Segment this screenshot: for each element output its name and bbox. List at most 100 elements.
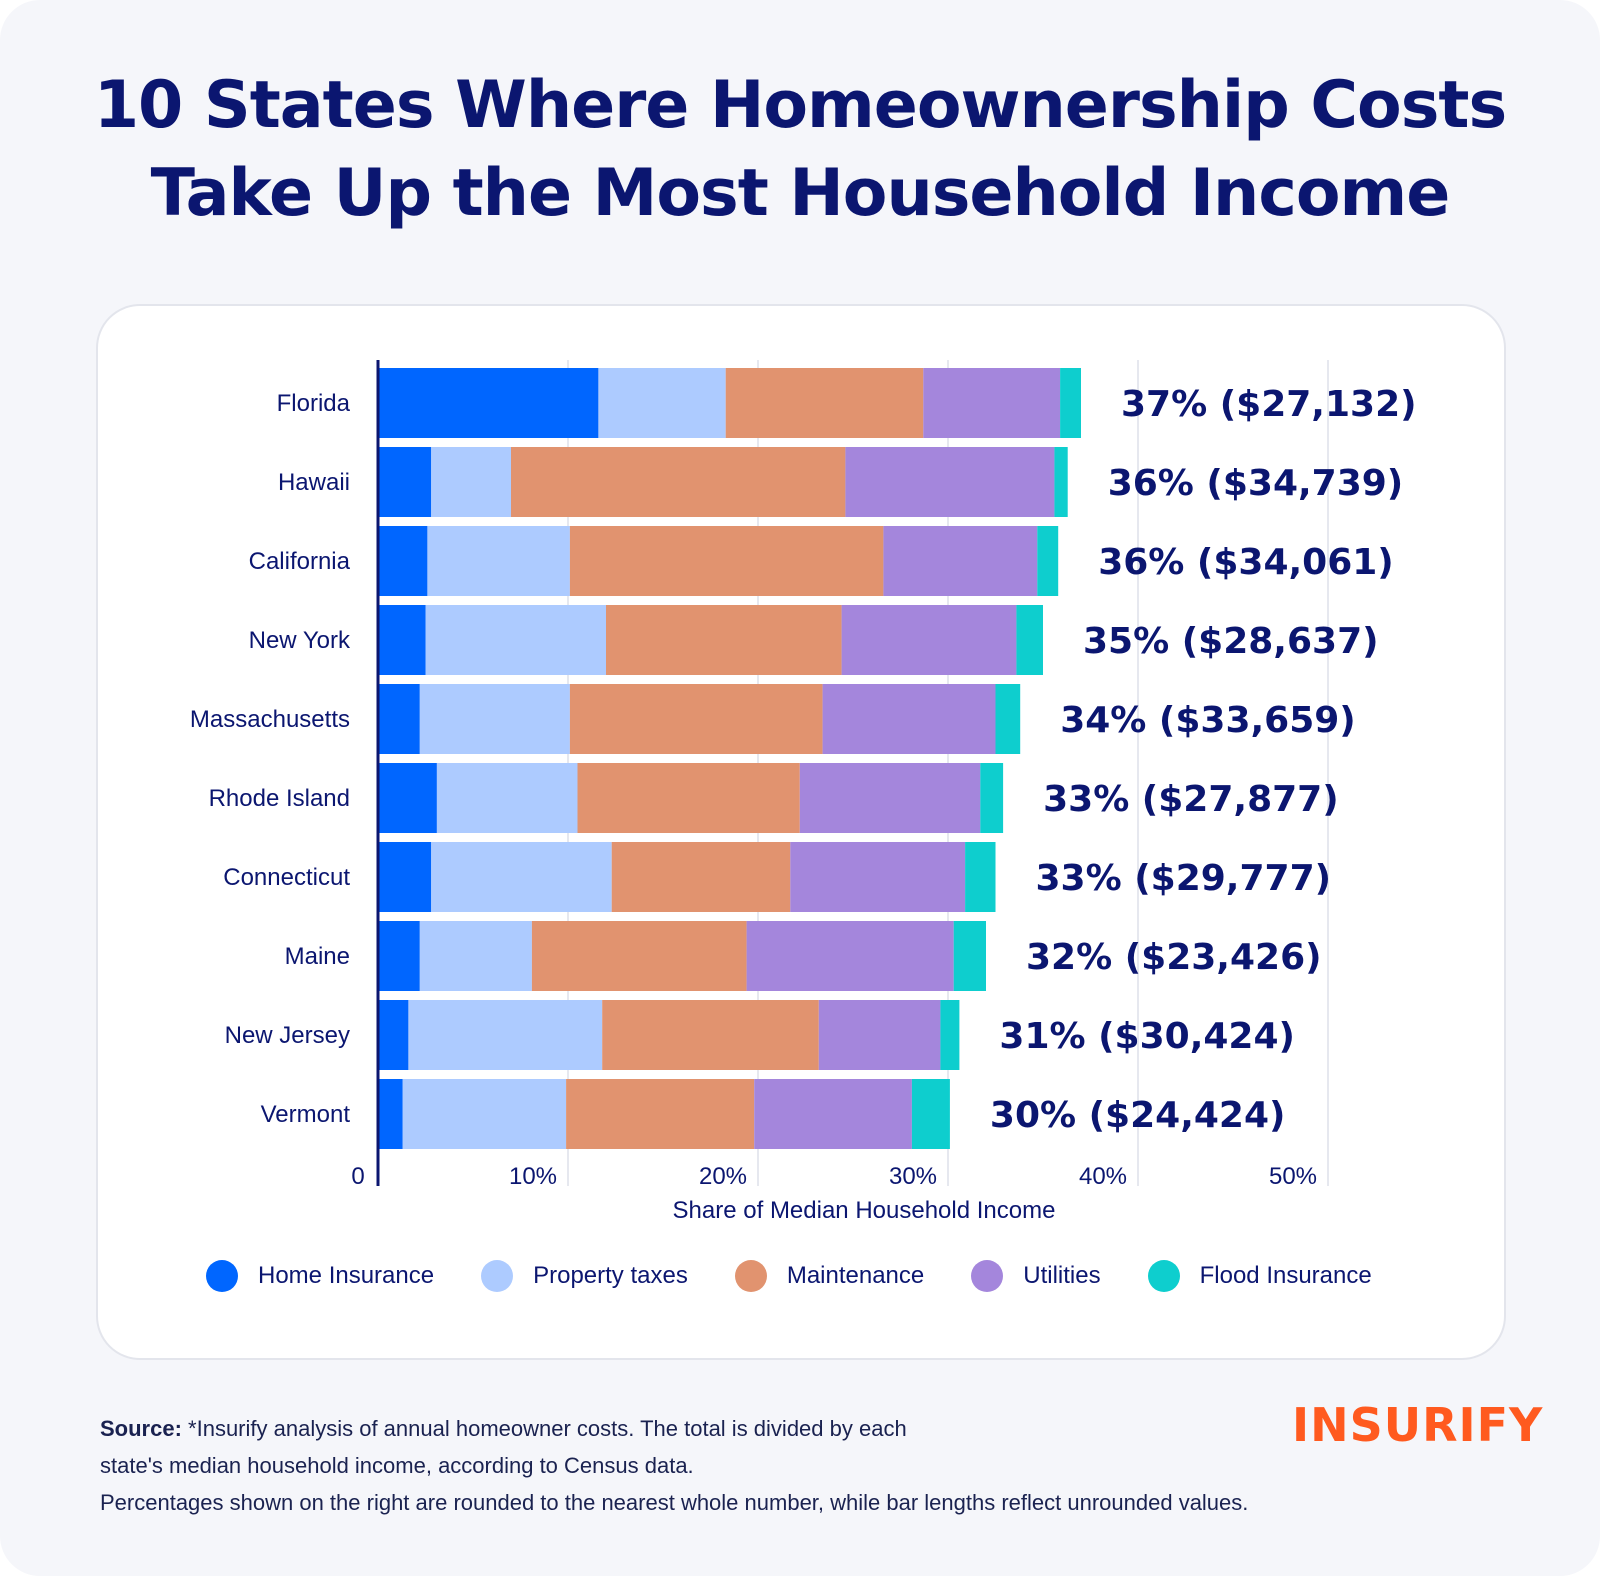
bar-new-jersey-property-taxes: [408, 1000, 603, 1070]
bar-vermont-flood-insurance: [911, 1079, 950, 1149]
category-label: California: [249, 548, 351, 575]
legend-item-utilities: Utilities: [971, 1260, 1101, 1292]
bar-massachusetts-maintenance: [569, 684, 823, 754]
legend-item-flood-insurance: Flood Insurance: [1147, 1260, 1372, 1292]
bar-rhode-island-utilities: [799, 763, 981, 833]
legend-swatch: [734, 1260, 767, 1292]
legend-label: Home Insurance: [258, 1262, 435, 1289]
x-tick-label-30: 30%: [889, 1163, 937, 1190]
legend-label: Property taxes: [533, 1262, 688, 1289]
legend-label: Flood Insurance: [1199, 1262, 1372, 1289]
bar-massachusetts-utilities: [822, 684, 996, 754]
bar-connecticut-utilities: [790, 842, 966, 912]
bar-layer: [378, 368, 1081, 1149]
legend-swatch: [971, 1260, 1004, 1292]
legend-swatch: [206, 1260, 238, 1292]
bar-florida-home-insurance: [378, 368, 599, 438]
bar-maine-maintenance: [531, 921, 747, 991]
bar-new-jersey-utilities: [818, 1000, 941, 1070]
data-label: 36% ($34,739): [1108, 463, 1404, 504]
category-label: New York: [249, 627, 351, 654]
category-label: Hawaii: [278, 469, 350, 496]
bar-rhode-island-property-taxes: [436, 763, 578, 833]
chart-title-line-2: Take Up the Most Household Income: [150, 156, 1451, 231]
bar-new-york-maintenance: [606, 605, 842, 675]
category-label: New Jersey: [225, 1022, 350, 1049]
data-label: 37% ($27,132): [1121, 384, 1417, 425]
bar-vermont-home-insurance: [378, 1079, 403, 1149]
legend-item-property-taxes: Property taxes: [481, 1260, 688, 1292]
source-label: Source:: [100, 1416, 182, 1441]
category-label: Maine: [285, 943, 350, 970]
bar-hawaii-home-insurance: [378, 447, 432, 517]
bar-massachusetts-property-taxes: [419, 684, 570, 754]
label-layer: Florida 37% ($27,132) Hawaii 36% ($34,739) C…: [190, 384, 1417, 1136]
bar-new-york-home-insurance: [378, 605, 426, 675]
bar-connecticut-home-insurance: [378, 842, 432, 912]
category-label: Massachusetts: [190, 706, 350, 733]
x-tick-label-40: 40%: [1079, 1163, 1127, 1190]
data-label: 33% ($27,877): [1043, 779, 1339, 820]
stacked-bar-chart: Florida 37% ($27,132) Hawaii 36% ($34,739) C…: [190, 360, 1417, 1224]
data-label: 30% ($24,424): [990, 1095, 1286, 1136]
insurify-logo: INSURIFY: [1292, 1398, 1544, 1452]
legend-item-home-insurance: Home Insurance: [206, 1260, 434, 1292]
bar-maine-home-insurance: [378, 921, 420, 991]
category-label: Rhode Island: [209, 785, 350, 812]
bar-california-utilities: [883, 526, 1038, 596]
legend-swatch: [1147, 1260, 1180, 1292]
x-axis-label: Share of Median Household Income: [673, 1197, 1056, 1224]
bar-florida-utilities: [923, 368, 1061, 438]
bar-new-jersey-flood-insurance: [940, 1000, 960, 1070]
legend-label: Maintenance: [786, 1262, 925, 1289]
bar-hawaii-utilities: [845, 447, 1055, 517]
bar-florida-maintenance: [725, 368, 924, 438]
legend-item-maintenance: Maintenance: [734, 1260, 925, 1292]
bar-hawaii-flood-insurance: [1054, 447, 1068, 517]
bar-rhode-island-maintenance: [577, 763, 800, 833]
chart-legend: Home Insurance Property taxes Maintenance U…: [206, 1256, 1419, 1296]
bar-new-york-flood-insurance: [1016, 605, 1043, 675]
bar-vermont-property-taxes: [402, 1079, 567, 1149]
category-label: Vermont: [261, 1101, 351, 1128]
bar-new-york-utilities: [841, 605, 1017, 675]
legend-label: Utilities: [1023, 1262, 1101, 1289]
bar-vermont-utilities: [754, 1079, 912, 1149]
data-label: 33% ($29,777): [1036, 858, 1332, 899]
bar-rhode-island-flood-insurance: [980, 763, 1004, 833]
data-label: 32% ($23,426): [1026, 937, 1322, 978]
bar-connecticut-flood-insurance: [965, 842, 996, 912]
bar-california-flood-insurance: [1037, 526, 1059, 596]
source-line-1: *Insurify analysis of annual homeowner c…: [181, 1416, 907, 1441]
bar-new-jersey-maintenance: [602, 1000, 819, 1070]
bar-rhode-island-home-insurance: [378, 763, 437, 833]
source-line-2: state's median household income, accordi…: [100, 1453, 694, 1478]
bar-new-jersey-home-insurance: [378, 1000, 409, 1070]
bar-maine-utilities: [746, 921, 954, 991]
bar-hawaii-property-taxes: [431, 447, 511, 517]
chart-title: 10 States Where Homeownership Costs Take…: [0, 62, 1600, 238]
source-note: Source: *Insurify analysis of annual hom…: [100, 1410, 1248, 1521]
x-tick-label-20: 20%: [699, 1163, 747, 1190]
x-tick-label-10: 10%: [509, 1163, 557, 1190]
x-tick-label-0: 0: [351, 1163, 364, 1190]
source-line-3: Percentages shown on the right are round…: [100, 1490, 1249, 1515]
bar-massachusetts-flood-insurance: [995, 684, 1021, 754]
bar-florida-property-taxes: [598, 368, 726, 438]
data-label: 31% ($30,424): [999, 1016, 1295, 1057]
bar-california-maintenance: [569, 526, 884, 596]
x-tick-label-50: 50%: [1269, 1163, 1317, 1190]
bar-california-home-insurance: [378, 526, 428, 596]
bar-maine-flood-insurance: [953, 921, 986, 991]
bar-maine-property-taxes: [419, 921, 532, 991]
axis-layer: 0 10% 20% 30% 40% 50% Share of Median Househol…: [351, 360, 1317, 1224]
bar-connecticut-property-taxes: [431, 842, 612, 912]
bar-connecticut-maintenance: [611, 842, 791, 912]
bar-hawaii-maintenance: [511, 447, 846, 517]
legend-swatch: [481, 1260, 514, 1292]
bar-florida-flood-insurance: [1060, 368, 1081, 438]
bar-new-york-property-taxes: [425, 605, 606, 675]
category-label: Florida: [277, 390, 351, 417]
data-label: 35% ($28,637): [1083, 621, 1379, 662]
